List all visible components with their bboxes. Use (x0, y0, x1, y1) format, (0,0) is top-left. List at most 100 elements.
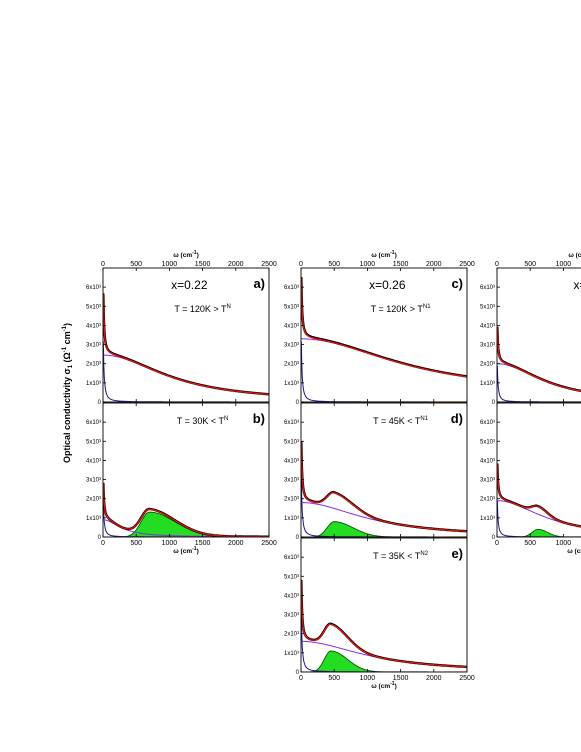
fit-curve-b (103, 483, 269, 537)
y-tick-label-b-1: 1x10³ (86, 516, 101, 522)
y-tick-label-c-2: 2x10³ (284, 362, 299, 368)
temperature-label-b: T = 30K < TN (177, 416, 229, 426)
x-tick-top-label-c-2: 1000 (360, 261, 376, 268)
panel-e: 0 1x10³ 2x10³ 3x10³ 4x10³ 5x10³ 6x10³ 0 500 1000 1… (284, 537, 475, 690)
x-axis-label-b-sup: -1 (192, 546, 197, 552)
x-tick-label-b-0: 0 (101, 540, 105, 547)
y-tick-label-a-6: 6x10³ (86, 285, 101, 291)
x-axis-top-label-a-sup: -1 (192, 250, 197, 256)
temperature-text-d: T = 45K < T (373, 416, 421, 426)
y-tick-label-d-2: 2x10³ (284, 497, 299, 503)
axes-frame-c (300, 267, 468, 403)
y-tick-label-a-5: 5x10³ (86, 304, 101, 310)
temperature-text-e: T = 35K < T (373, 551, 421, 561)
temperature-sup-a: N (227, 304, 231, 310)
x-tick-top-label-a-1: 500 (130, 261, 142, 268)
panel-c: 0 1x10³ 2x10³ 3x10³ 4x10³ 5x10³ 6x10³ 0 500 1000 1… (284, 250, 475, 406)
x-axis-label-b-text: ω (cm (173, 548, 192, 555)
y-axis-label: Optical conductivity σ1 (Ω-1 cm-1) (62, 323, 74, 463)
y-tick-label-b-4: 4x10³ (86, 458, 101, 464)
x-tick-label-e-3: 1500 (393, 675, 409, 682)
y-tick-label-a-1: 1x10³ (86, 381, 101, 387)
panel-label-b: b) (253, 411, 265, 426)
x-tick-label-g-1: 500 (524, 540, 536, 547)
x-axis-label-g: ω (cm-1) (567, 546, 581, 555)
y-tick-label-d-3: 3x10³ (284, 478, 299, 484)
x-tick-top-label-a-0: 0 (101, 261, 105, 268)
x-axis-label-e-text: ω (cm (371, 683, 390, 690)
y-tick-label-f-3: 3x10³ (480, 343, 495, 349)
axes-frame-e (300, 537, 468, 673)
y-tick-label-a-3: 3x10³ (86, 343, 101, 349)
x-tick-label-e-1: 500 (328, 675, 340, 682)
y-tick-label-e-3: 3x10³ (284, 613, 299, 619)
y-tick-label-e-1: 1x10³ (284, 651, 299, 657)
y-tick-label-f-5: 5x10³ (480, 304, 495, 310)
axes-frame-d (300, 402, 468, 538)
x-tick-top-label-a-5: 2500 (261, 261, 277, 268)
x-tick-label-e-5: 2500 (459, 675, 475, 682)
fit-curve-g (497, 464, 581, 528)
temperature-label-a: T = 120K > TN (174, 304, 231, 314)
panel-g: 0 1x10³ 2x10³ 3x10³ 4x10³ 5x10³ 6x10³ 0 500 1000ω… (480, 402, 581, 555)
y-tick-label-b-3: 3x10³ (86, 478, 101, 484)
x-tick-top-label-c-3: 1500 (393, 261, 409, 268)
x-tick-label-g-0: 0 (495, 540, 499, 547)
x-tick-top-label-c-4: 2000 (426, 261, 442, 268)
panel-f: 0 1x10³ 2x10³ 3x10³ 4x10³ 5x10³ 6x10³ 0 500 1000 ω… (480, 252, 581, 406)
y-tick-label-f-4: 4x10³ (480, 323, 495, 329)
panel-label-c: c) (451, 276, 463, 291)
panel-label-d: d) (451, 411, 463, 426)
axes-frame-g (496, 402, 581, 538)
x-tick-label-b-5: 2500 (261, 540, 277, 547)
lorentz-curve-a (103, 354, 269, 395)
y-axis-label-units: (Ω (62, 352, 72, 365)
x-tick-label-e-0: 0 (299, 675, 303, 682)
plot-area-b (103, 482, 269, 537)
y-tick-label-e-4: 4x10³ (284, 593, 299, 599)
y-tick-label-g-0: 0 (492, 535, 496, 541)
x-tick-label-e-2: 1000 (360, 675, 376, 682)
x-tick-top-label-a-2: 1000 (162, 261, 178, 268)
x-tick-top-label-c-5: 2500 (459, 261, 475, 268)
data-curve-d (301, 441, 467, 533)
y-tick-label-c-0: 0 (296, 400, 300, 406)
y-tick-label-b-0: 0 (98, 535, 102, 541)
temperature-sup-c: N1 (423, 304, 431, 310)
x-axis-top-label-a-text: ω (cm (173, 252, 192, 259)
data-curve-e (301, 579, 467, 669)
axes-frame-b (102, 402, 270, 538)
y-tick-label-f-2: 2x10³ (480, 362, 495, 368)
temperature-sup-e: N2 (420, 551, 428, 557)
x-axis-label-b: ω (cm-1) (173, 546, 198, 555)
plot-area-e (301, 579, 467, 672)
y-tick-label-c-6: 6x10³ (284, 285, 299, 291)
x-axis-label-e: ω (cm-1) (371, 681, 396, 690)
composition-label-a: x=0.22 (171, 278, 208, 292)
fit-curve-f (497, 327, 581, 392)
y-tick-label-d-6: 6x10³ (284, 420, 299, 426)
temperature-sup-b: N (224, 416, 228, 422)
x-tick-top-label-c-0: 0 (299, 261, 303, 268)
x-axis-top-label-c-text: ω (cm (371, 252, 390, 259)
x-tick-top-label-a-3: 1500 (195, 261, 211, 268)
y-tick-label-d-4: 4x10³ (284, 458, 299, 464)
x-axis-top-label-a-end: ) (197, 252, 199, 259)
plot-area-d (301, 441, 467, 537)
temperature-text-a: T = 120K > T (174, 304, 227, 314)
x-axis-top-label-f-text: ω (cm (568, 252, 581, 259)
y-tick-label-c-3: 3x10³ (284, 343, 299, 349)
y-tick-label-g-4: 4x10³ (480, 458, 495, 464)
y-tick-label-c-5: 5x10³ (284, 304, 299, 310)
y-tick-label-b-5: 5x10³ (86, 439, 101, 445)
y-axis-label-text: Optical conductivity σ (62, 368, 72, 463)
lorentz-curve-d (301, 502, 467, 532)
y-tick-label-e-6: 6x10³ (284, 555, 299, 561)
y-tick-label-b-2: 2x10³ (86, 497, 101, 503)
fit-curve-a (103, 294, 269, 396)
composition-label-f: x=0 (573, 278, 581, 292)
y-tick-label-c-4: 4x10³ (284, 323, 299, 329)
x-axis-top-label-c-end: ) (395, 252, 397, 259)
x-axis-label-e-end: ) (395, 683, 397, 690)
